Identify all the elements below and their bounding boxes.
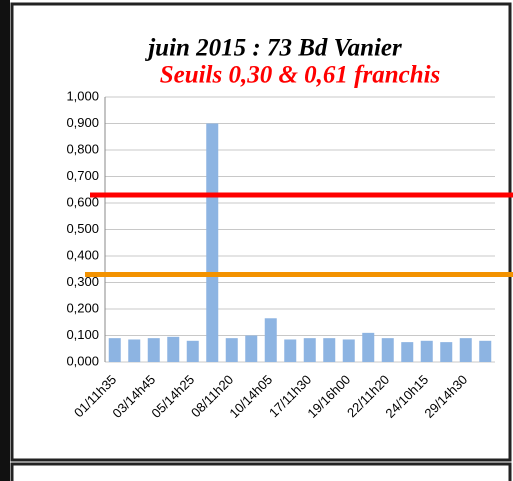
bar [420, 340, 433, 362]
bar [147, 338, 160, 362]
y-tick-label: 0,400 [66, 247, 99, 262]
bar [206, 123, 219, 362]
y-tick-label: 0,900 [66, 115, 99, 130]
y-tick-label: 0,300 [66, 274, 99, 289]
bar [128, 339, 141, 362]
bar [284, 339, 297, 362]
bar [245, 335, 258, 362]
bar [459, 338, 472, 362]
y-tick-label: 0,200 [66, 300, 99, 315]
y-tick-label: 0,100 [66, 327, 99, 342]
bar [440, 342, 453, 362]
bar [186, 340, 199, 362]
bar [108, 338, 121, 362]
bar [323, 338, 336, 362]
y-tick-label: 0,500 [66, 221, 99, 236]
bar [479, 340, 492, 362]
bar [167, 336, 180, 362]
y-tick-label: 0,700 [66, 168, 99, 183]
y-tick-label: 0,800 [66, 141, 99, 156]
chart-subtitle: Seuils 0,30 & 0,61 franchis [160, 62, 441, 89]
bar [381, 338, 394, 362]
bar [264, 318, 277, 362]
bar [342, 339, 355, 362]
bar [303, 338, 316, 362]
y-tick-label: 1,000 [66, 88, 99, 103]
chart-frame [10, 2, 512, 462]
y-tick-label: 0,600 [66, 194, 99, 209]
chart-title: juin 2015 : 73 Bd Vanier [144, 35, 402, 62]
y-tick-label: 0,000 [66, 353, 99, 368]
bar [362, 332, 375, 362]
left-edge [0, 0, 10, 481]
lower-frame [10, 462, 512, 481]
bar [401, 342, 414, 362]
bar [225, 338, 238, 362]
